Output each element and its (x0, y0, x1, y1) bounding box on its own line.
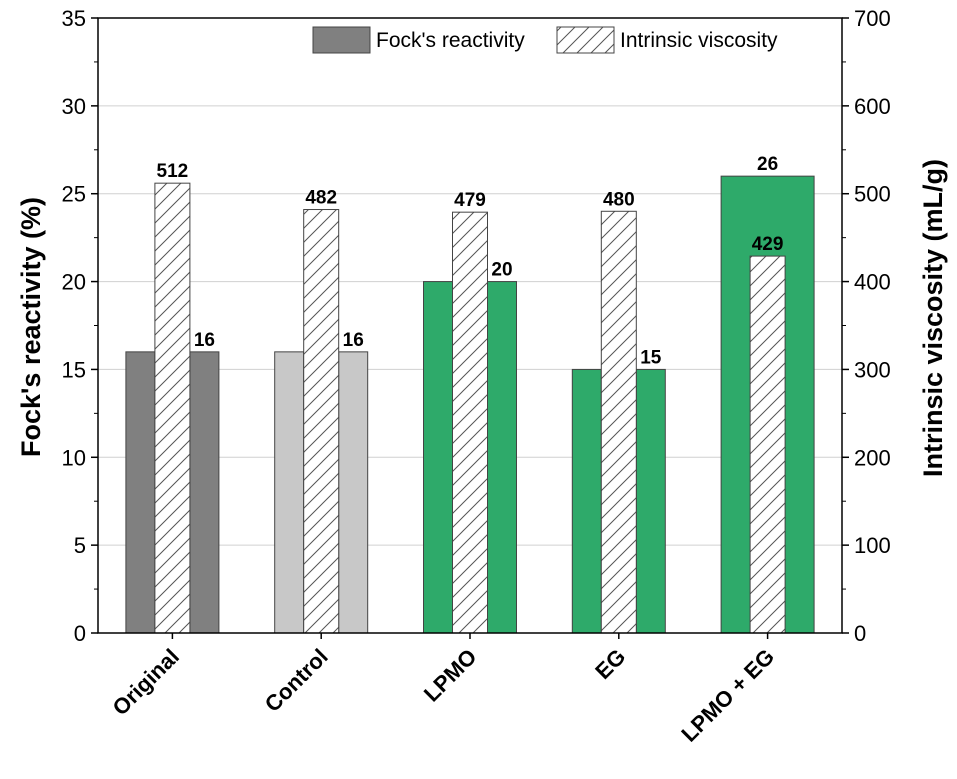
legend-swatch-fock-reactivity (312, 26, 371, 54)
bars (125, 175, 815, 634)
x-tick-label: EG (590, 644, 630, 684)
data-label-fock-reactivity: 16 (343, 330, 364, 351)
bar-fock-reactivity-right (189, 351, 220, 634)
y-tick-label: 10 (62, 445, 86, 470)
plot-frame (91, 17, 849, 639)
data-label-fock-reactivity: 15 (640, 347, 662, 368)
data-label-fock-reactivity: 26 (757, 154, 778, 175)
y-tick-label: 35 (62, 6, 86, 31)
bar-intrinsic-viscosity (154, 182, 191, 634)
data-label-intrinsic-viscosity: 482 (305, 188, 337, 209)
y2-tick-label: 500 (854, 182, 891, 207)
y2-tick-label: 700 (854, 6, 891, 31)
x-tick-label: LPMO (419, 644, 482, 707)
bar-fock-reactivity-left (571, 368, 602, 634)
bar-fock-reactivity-left (423, 281, 453, 634)
data-labels: 512 16 482 16 479 20 480 15 429 26 (157, 154, 784, 368)
y-tick-label: 30 (62, 94, 86, 119)
x-tick-label: LPMO + EG (676, 644, 779, 747)
bar-fock-reactivity-left (125, 351, 156, 634)
x-tick-label: Control (260, 644, 333, 717)
data-label-intrinsic-viscosity: 480 (603, 189, 635, 210)
bar-fock-reactivity-right (338, 351, 369, 634)
data-label-fock-reactivity: 20 (491, 260, 512, 281)
y2-tick-label: 400 (854, 270, 891, 295)
legend: Fock's reactivity Intrinsic viscosity (312, 26, 778, 54)
bar-intrinsic-viscosity (303, 209, 340, 634)
y2-axis-title: Intrinsic viscosity (mL/g) (918, 159, 948, 477)
data-label-intrinsic-viscosity: 512 (157, 161, 189, 182)
bar-intrinsic-viscosity (452, 211, 488, 634)
y2-tick-label: 100 (854, 533, 891, 558)
y-tick-label: 0 (74, 621, 86, 646)
y2-tick-label: 200 (854, 445, 891, 470)
y2-tick-label: 0 (854, 621, 866, 646)
bar-intrinsic-viscosity (600, 210, 637, 634)
legend-swatch-intrinsic-viscosity (556, 26, 615, 54)
bar-fock-reactivity-right (487, 281, 517, 634)
y-tick-label: 25 (62, 182, 86, 207)
data-label-fock-reactivity: 16 (194, 330, 215, 351)
y-axis-title: Fock's reactivity (%) (16, 197, 46, 457)
data-label-intrinsic-viscosity: 479 (454, 190, 486, 211)
y-tick-label: 5 (74, 533, 86, 558)
data-label-intrinsic-viscosity: 429 (752, 234, 784, 255)
x-tick-label: Original (107, 644, 183, 720)
y-tick-label: 20 (62, 270, 86, 295)
legend-label-intrinsic-viscosity: Intrinsic viscosity (620, 29, 778, 52)
y-tick-label: 15 (62, 357, 86, 382)
legend-label-fock-reactivity: Fock's reactivity (376, 29, 525, 52)
bar-fock-reactivity-right (635, 368, 666, 634)
bar-fock-reactivity-left (274, 351, 305, 634)
y2-tick-label: 300 (854, 357, 891, 382)
y2-tick-label: 600 (854, 94, 891, 119)
bar-intrinsic-viscosity (749, 255, 786, 634)
